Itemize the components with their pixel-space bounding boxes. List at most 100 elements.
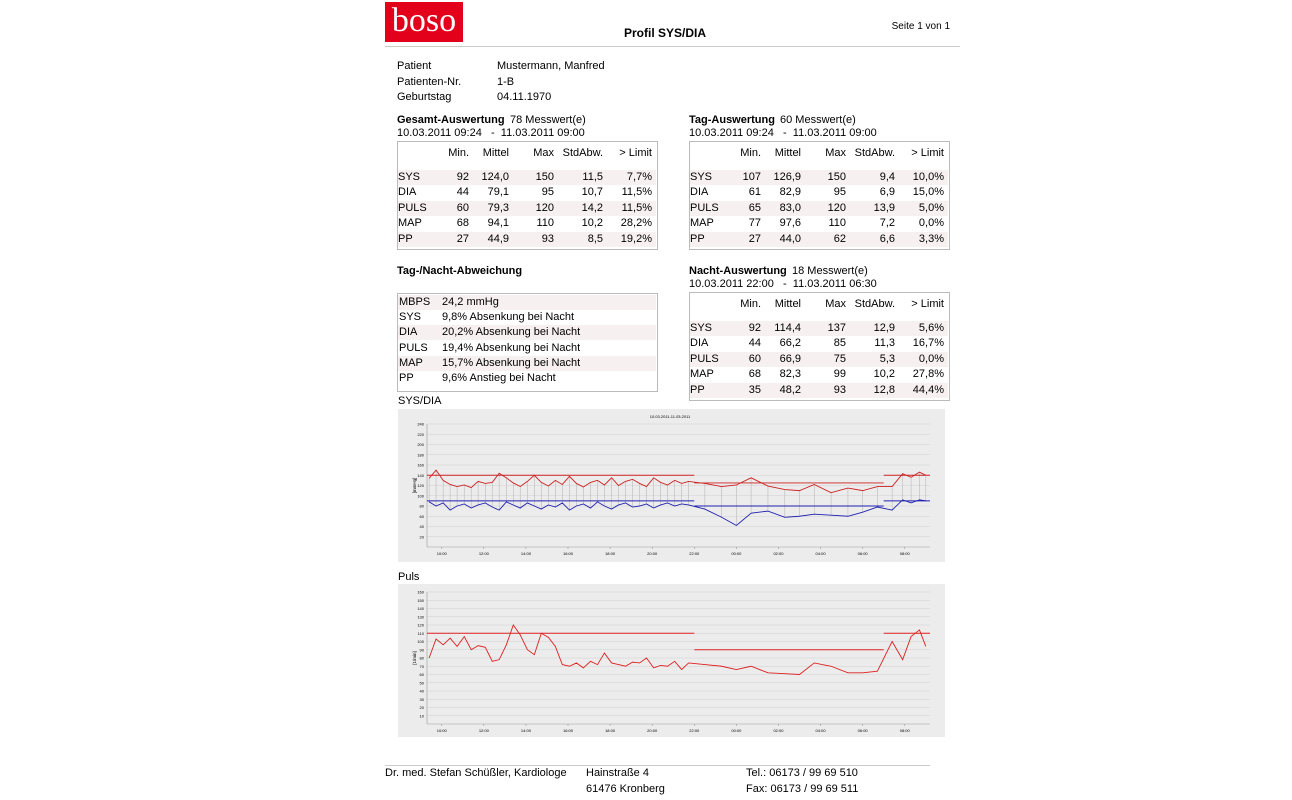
table-cell: 107 (742, 171, 761, 183)
patient-label: Patient (397, 60, 432, 72)
table-cell: 150 (827, 171, 846, 183)
table-cell: 83,0 (779, 201, 801, 214)
row-label: PP (690, 383, 705, 396)
table-cell: 120 (535, 201, 554, 214)
table-cell: 28,2% (620, 217, 652, 230)
x-tick-label: 02:00 (773, 728, 784, 733)
table-range: 10.03.2011 09:24 - 11.03.2011 09:00 (397, 127, 585, 139)
row-label: SYS (690, 171, 713, 183)
row-shade (398, 295, 656, 310)
patient-value: 1-B (497, 75, 515, 88)
table-cell: 93 (541, 232, 554, 245)
table-cell: 6,6 (879, 232, 895, 245)
table-range: 10.03.2011 09:24 - 11.03.2011 09:00 (689, 127, 877, 139)
table-cell: 62 (833, 232, 846, 245)
x-tick-label: 18:00 (605, 551, 616, 556)
y-tick-label: 20 (420, 705, 425, 710)
y-tick-label: 60 (420, 672, 425, 677)
chart-background (398, 584, 945, 737)
footer-fax: Fax: 06173 / 99 69 511 (746, 783, 859, 795)
patient-value: Mustermann, Manfred (497, 60, 605, 72)
x-tick-label: 16:00 (563, 551, 574, 556)
x-tick-label: 04:00 (816, 728, 827, 733)
table-cell: 82,3 (779, 368, 801, 381)
x-tick-label: 16:00 (563, 728, 574, 733)
table-cell: 95 (833, 186, 846, 199)
table-cell: 3,3% (918, 232, 944, 245)
row-shade (690, 200, 948, 216)
table-cell: 120 (827, 201, 846, 214)
y-tick-label: 160 (417, 590, 424, 595)
y-tick-label: 160 (417, 463, 424, 468)
table-cell: 7,2 (879, 217, 895, 230)
table-header: Mittel (774, 298, 801, 310)
table-header: Min. (740, 298, 761, 310)
deviation-value: 9,8% Absenkung bei Nacht (442, 311, 575, 324)
table-count: 18 Messwert(e) (792, 265, 868, 277)
table-cell: 15,0% (912, 186, 944, 199)
table-title: Tag-Auswertung (689, 114, 775, 126)
table-cell: 66,2 (779, 337, 801, 350)
x-tick-label: 14:00 (521, 551, 532, 556)
table-range: 10.03.2011 22:00 - 11.03.2011 06:30 (689, 278, 877, 290)
row-label: MAP (690, 368, 714, 381)
row-shade (690, 382, 948, 398)
table-header: > Limit (619, 147, 652, 159)
y-tick-label: 60 (420, 514, 425, 519)
x-tick-label: 20:00 (647, 551, 658, 556)
row-shade (398, 355, 656, 371)
x-tick-label: 14:00 (521, 728, 532, 733)
table-cell: 11,3 (874, 337, 895, 350)
table-cell: 10,7 (581, 186, 603, 199)
row-shade (398, 325, 656, 341)
footer-city: 61476 Kronberg (586, 783, 665, 795)
deviation-label: MBPS (399, 296, 431, 308)
table-header: StdAbw. (854, 147, 895, 159)
y-tick-label: 200 (417, 442, 424, 447)
footer-tel: Tel.: 06173 / 99 69 510 (746, 767, 858, 779)
row-label: MAP (690, 217, 714, 230)
x-tick-label: 18:00 (605, 728, 616, 733)
table-cell: 5,0% (918, 201, 944, 214)
x-tick-label: 04:00 (816, 551, 827, 556)
y-tick-label: 110 (418, 631, 425, 636)
table-header: StdAbw. (562, 147, 603, 159)
x-tick-label: 02:00 (773, 551, 784, 556)
table-cell: 44,9 (487, 232, 509, 245)
row-label: DIA (690, 186, 709, 199)
table-header: > Limit (911, 147, 944, 159)
table-cell: 0,0% (918, 217, 944, 230)
table-cell: 93 (833, 383, 846, 396)
row-label: DIA (690, 337, 709, 350)
table-cell: 10,0% (912, 171, 944, 183)
x-tick-label: 00:00 (731, 728, 742, 733)
x-tick-label: 12:00 (479, 728, 490, 733)
row-shade (398, 200, 656, 216)
table-header: Max (825, 298, 846, 310)
y-tick-label: 100 (417, 493, 424, 498)
header-rule (385, 46, 960, 47)
chart-subtitle: 10.03.2011-11.03.2011 (650, 414, 691, 419)
table-count: 78 Messwert(e) (510, 114, 586, 126)
logo: boso (385, 2, 463, 42)
x-tick-label: 12:00 (479, 551, 490, 556)
y-axis-label: [1/min] (412, 651, 417, 665)
y-tick-label: 10 (420, 713, 425, 718)
table-cell: 110 (536, 217, 554, 230)
table-header: Max (533, 147, 554, 159)
table-cell: 10,2 (581, 217, 603, 230)
deviation-value: 9,6% Anstieg bei Nacht (442, 372, 556, 384)
table-cell: 35 (748, 383, 761, 396)
table-cell: 114,4 (774, 322, 801, 334)
table-header: StdAbw. (854, 298, 895, 310)
y-tick-label: 20 (420, 534, 425, 539)
y-tick-label: 120 (417, 623, 424, 628)
y-tick-label: 100 (417, 639, 424, 644)
footer-street: Hainstraße 4 (586, 767, 649, 779)
table-cell: 27 (456, 232, 469, 245)
table-cell: 60 (748, 352, 761, 365)
x-tick-label: 22:00 (689, 551, 700, 556)
row-shade (398, 231, 656, 247)
table-cell: 27,8% (912, 368, 944, 381)
